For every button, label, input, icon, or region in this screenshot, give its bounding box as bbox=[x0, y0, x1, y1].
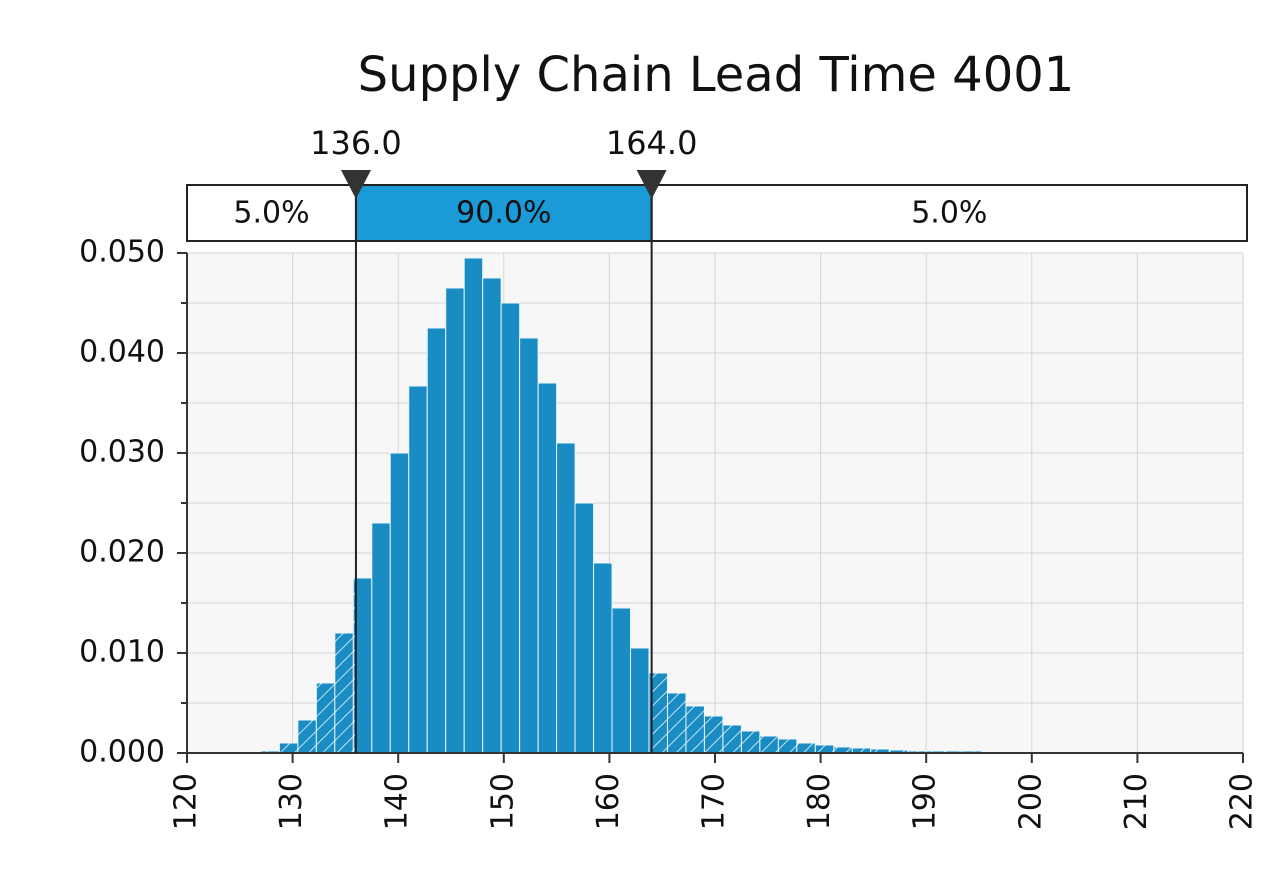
bar bbox=[519, 337, 539, 754]
y-tick-label: 0.020 bbox=[79, 535, 165, 570]
x-tick-label: 170 bbox=[697, 773, 732, 830]
bar bbox=[537, 382, 558, 754]
bar-tail-hatch bbox=[815, 745, 834, 753]
bar-tail-hatch bbox=[704, 716, 723, 753]
bar bbox=[556, 442, 576, 754]
bar-tail-hatch bbox=[651, 673, 668, 753]
bar bbox=[593, 562, 613, 754]
band-label: 5.0% bbox=[911, 196, 987, 231]
x-tick-label: 190 bbox=[908, 773, 943, 830]
marker-label: 136.0 bbox=[310, 124, 402, 162]
bar-tail-hatch bbox=[279, 743, 298, 753]
bar-tail-hatch bbox=[833, 747, 853, 753]
bar-tail-hatch bbox=[870, 749, 890, 753]
bar bbox=[445, 287, 465, 754]
y-tick-label: 0.050 bbox=[79, 235, 165, 270]
x-tick-label: 220 bbox=[1225, 773, 1260, 830]
marker-label: 164.0 bbox=[606, 124, 698, 162]
band-label: 5.0% bbox=[233, 196, 309, 231]
bar-tail-hatch bbox=[852, 748, 871, 753]
bar bbox=[574, 502, 595, 754]
chart-title: Supply Chain Lead Time 4001 bbox=[358, 47, 1075, 103]
bar-tail-hatch bbox=[316, 683, 335, 753]
x-tick-label: 140 bbox=[380, 773, 415, 830]
marker-triangle bbox=[636, 170, 667, 199]
bar bbox=[463, 257, 484, 754]
bar-tail-hatch bbox=[796, 743, 816, 753]
bar-tail-hatch bbox=[334, 633, 354, 753]
x-tick-label: 180 bbox=[802, 773, 837, 830]
y-tick-label: 0.010 bbox=[79, 635, 165, 670]
bar bbox=[371, 522, 391, 754]
x-tick-label: 130 bbox=[274, 773, 309, 830]
bar-tail-hatch bbox=[759, 736, 779, 753]
bar-tail-hatch bbox=[353, 578, 356, 753]
x-tick-label: 120 bbox=[169, 773, 204, 830]
bar-tail-hatch bbox=[667, 693, 686, 753]
bar bbox=[389, 452, 410, 754]
bar-tail-hatch bbox=[778, 739, 797, 753]
bar-tail-hatch bbox=[685, 706, 705, 753]
bar-tail-hatch bbox=[741, 731, 760, 753]
x-tick-label: 150 bbox=[485, 773, 520, 830]
x-tick-label: 200 bbox=[1013, 773, 1048, 830]
bar bbox=[611, 607, 632, 754]
bar bbox=[482, 277, 502, 754]
x-tick-label: 210 bbox=[1119, 773, 1154, 830]
y-tick-label: 0.000 bbox=[79, 735, 165, 770]
y-tick-label: 0.030 bbox=[79, 435, 165, 470]
bar bbox=[408, 385, 428, 754]
bar bbox=[500, 302, 521, 754]
y-tick-label: 0.040 bbox=[79, 335, 165, 370]
bar-tail-hatch bbox=[297, 720, 317, 753]
bar bbox=[426, 327, 447, 754]
band-label: 90.0% bbox=[456, 196, 551, 231]
bar-tail-hatch bbox=[722, 725, 742, 753]
bar-tail-hatch bbox=[889, 750, 908, 753]
bar bbox=[630, 647, 650, 754]
marker-triangle bbox=[340, 170, 371, 199]
x-tick-label: 160 bbox=[591, 773, 626, 830]
